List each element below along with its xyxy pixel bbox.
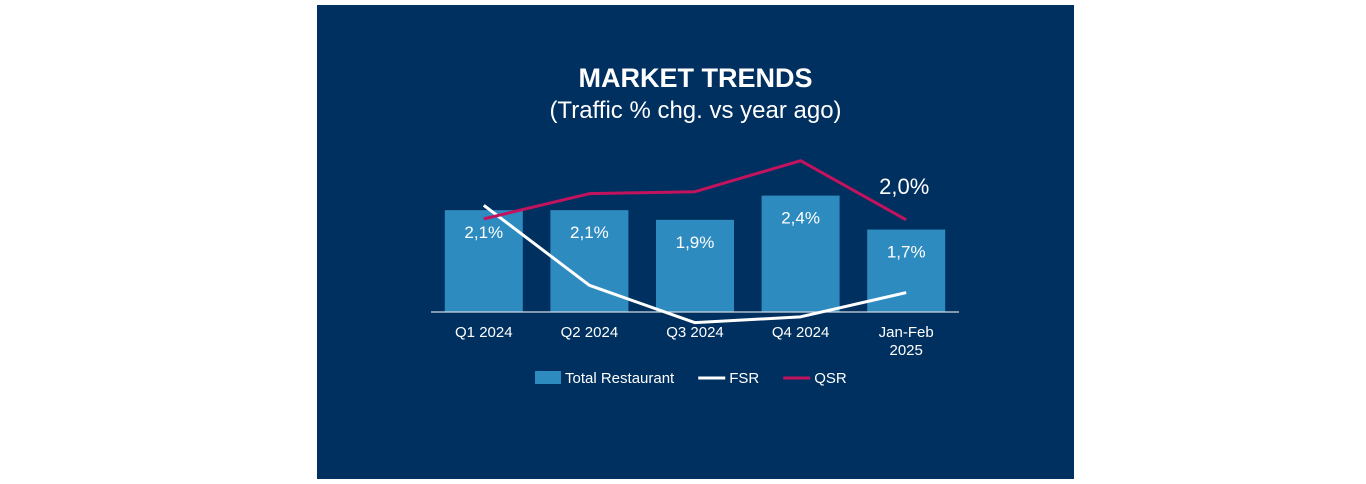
line-fsr <box>482 204 907 325</box>
legend-label: QSR <box>814 370 847 387</box>
legend-swatch-total-restaurant <box>535 371 561 384</box>
line-data-label-qsr: 2,0% <box>879 174 929 199</box>
bar-data-label: 2,1% <box>570 223 609 242</box>
x-tick-label: Q1 2024 <box>455 324 513 341</box>
bar-data-label: 2,1% <box>464 223 503 242</box>
bar-data-label: 2,4% <box>781 209 820 228</box>
chart-panel: MARKET TRENDS (Traffic % chg. vs year ag… <box>317 5 1074 479</box>
bar-total-restaurant-1 <box>444 210 523 312</box>
x-tick-label: Q4 2024 <box>772 324 830 341</box>
x-tick-label: Q3 2024 <box>666 324 724 341</box>
chart-title: MARKET TRENDS <box>578 63 813 93</box>
x-tick-label: Jan-Feb <box>879 324 934 341</box>
bar-total-restaurant-3 <box>656 219 734 312</box>
legend-label: Total Restaurant <box>565 370 675 387</box>
bar-data-label: 1,7% <box>887 243 926 262</box>
bar-data-label: 1,9% <box>676 233 715 252</box>
x-tick-label: Q2 2024 <box>561 324 619 341</box>
legend-label: FSR <box>729 370 759 387</box>
x-tick-label: 2025 <box>890 342 923 359</box>
market-trends-chart: 2,1% 2,1% 1,9% 2,4% 1,7% 2,0% Q1 2024 Q2 2024 Q3… <box>431 159 959 387</box>
line-qsr <box>483 159 907 222</box>
bar-total-restaurant-4 <box>761 195 840 312</box>
chart-subtitle: (Traffic % chg. vs year ago) <box>549 97 842 124</box>
